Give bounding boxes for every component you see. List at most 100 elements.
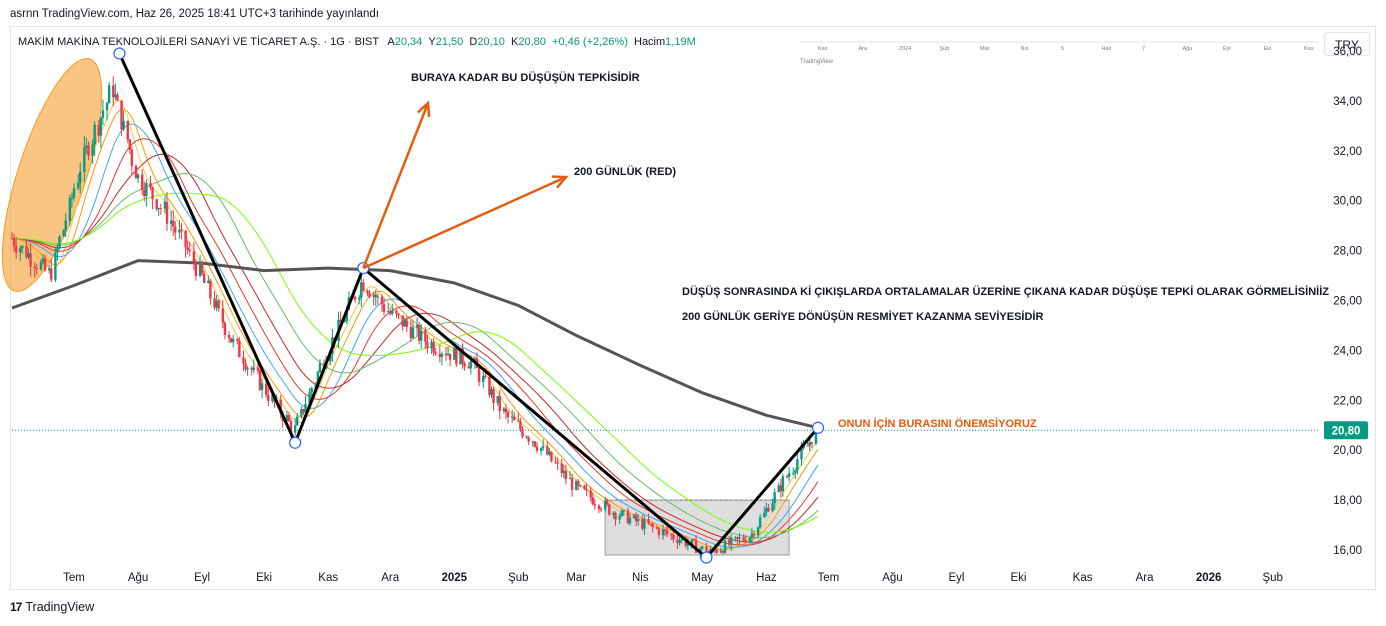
time-tick-label: Eyl (194, 572, 210, 584)
candle-body (606, 500, 609, 505)
candle-body (265, 383, 268, 395)
candle-body (304, 403, 307, 413)
volume-label: Hacim (634, 36, 666, 48)
candle-body (186, 247, 189, 251)
candle-body (744, 540, 747, 543)
candle-body (562, 470, 566, 474)
candle-body (258, 370, 262, 390)
candle-body (649, 523, 652, 525)
candle-body (318, 363, 322, 373)
mini-overview-label: 7 (1142, 46, 1145, 52)
candle-body (620, 510, 623, 517)
candle-body (634, 514, 638, 522)
ma-darkred (11, 153, 819, 543)
footer-brand[interactable]: 17 TradingView (10, 600, 94, 614)
candle-body (366, 290, 369, 294)
candle-body (577, 480, 580, 486)
candle-body (12, 238, 16, 247)
candle-body (420, 330, 423, 341)
volume-value: 1,19M (665, 36, 696, 48)
candle-body (546, 446, 549, 455)
candle-body (382, 304, 386, 312)
price-axis[interactable]: 16,00 18,00 20,00 22,00 24,00 26,00 28,00 30,00… (1333, 46, 1362, 557)
candle-body (64, 220, 67, 231)
candle-body (589, 490, 592, 498)
ma200-arrow (362, 175, 567, 270)
tradingview-logo-icon: 17 (10, 600, 22, 614)
candle-body (701, 546, 704, 549)
candle-body (657, 528, 661, 536)
time-tick-label: May (691, 572, 713, 584)
candle-body (541, 446, 545, 448)
candle-body (535, 446, 539, 451)
mini-overview: Kas Ara 2024 Şub Mar Nis 5 Haz 7 Ağu Eyl Eki Kas Trad… (800, 41, 1318, 65)
candle-body (316, 372, 320, 384)
candle-body (405, 320, 408, 327)
candle-body (62, 230, 65, 237)
symbol-legend: MAKİM MAKİNA TEKNOLOJİLERİ SANAYİ VE TİC… (18, 36, 696, 48)
candle-body (678, 540, 681, 544)
candle-body (149, 183, 152, 188)
candle-body (777, 485, 780, 493)
symbol-title[interactable]: MAKİM MAKİNA TEKNOLOJİLERİ SANAYİ VE TİC… (18, 36, 379, 48)
price-tick-label: 32,00 (1333, 146, 1362, 158)
candle-body (498, 396, 501, 412)
time-tick-label: Şub (508, 572, 528, 584)
ma200-line (11, 259, 819, 430)
candle-body (29, 253, 32, 267)
candle-body (459, 348, 462, 365)
time-tick-label: 2025 (441, 572, 467, 584)
candle-body (213, 298, 216, 308)
close-value: 20,80 (518, 36, 546, 48)
candle-body (180, 229, 183, 231)
candle-body (19, 248, 22, 253)
time-axis[interactable]: Tem Ağu Eyl Eki Kas Ara 2025 Şub Mar Nis May Haz Tem… (63, 572, 1283, 584)
candle-body (79, 171, 82, 183)
candle-body (192, 251, 196, 263)
candle-body (296, 416, 299, 426)
candle-body (556, 462, 559, 464)
candle-body (785, 476, 789, 478)
time-tick-label: Ağu (128, 572, 148, 584)
highlight-ellipse-layer (1, 57, 103, 293)
candle-body (792, 472, 795, 474)
candle-body (200, 261, 204, 274)
time-tick-label: 2026 (1196, 572, 1222, 584)
candle-body (575, 480, 578, 490)
reaction-note: BURAYA KADAR BU DÜŞÜŞÜN TEPKİSİDİR (411, 71, 640, 84)
candle-body (612, 512, 615, 515)
candle-body (209, 280, 212, 299)
mini-overview-brand: TradingView (800, 59, 834, 65)
candle-body (362, 282, 365, 291)
price-tick-label: 18,00 (1333, 495, 1362, 507)
candle-body (159, 207, 163, 209)
candle-body (560, 463, 563, 474)
candle-body (50, 268, 53, 280)
candle-body (632, 514, 636, 518)
time-tick-label: Nis (632, 572, 649, 584)
candle-body (252, 367, 256, 370)
candle-body (221, 308, 225, 323)
candle-body (641, 519, 644, 529)
mini-overview-label: Ara (859, 46, 869, 52)
candle-body (256, 367, 260, 371)
candle-body (513, 416, 516, 421)
candle-body (368, 293, 371, 298)
time-tick-label: Eki (1011, 572, 1027, 584)
candle-body (647, 519, 650, 524)
candle-body (626, 510, 630, 524)
candle-body (800, 448, 803, 460)
candle-body (564, 470, 568, 480)
candle-body (506, 412, 510, 418)
price-tick-label: 24,00 (1333, 345, 1362, 357)
currency-button[interactable]: TRY (1324, 32, 1370, 56)
candle-body (145, 183, 148, 197)
candle-body (517, 420, 520, 422)
candle-body (709, 548, 712, 553)
ma-green (11, 172, 819, 539)
close-label: K (511, 36, 519, 48)
candle-body (279, 399, 282, 414)
mini-overview-label: Nis (1021, 46, 1029, 52)
candle-body (386, 311, 390, 313)
